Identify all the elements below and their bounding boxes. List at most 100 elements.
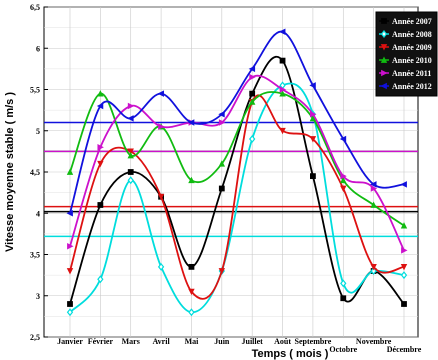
data-point-marker [249,90,256,97]
x-tick-label: Octobre [329,345,357,354]
data-point-marker [309,136,317,143]
legend-label: Année 2009 [392,43,432,52]
data-point-marker [400,181,407,188]
data-point-marker [188,263,195,270]
legend-label: Année 2012 [392,82,432,91]
data-point-marker [380,56,388,63]
data-point-marker [339,135,347,143]
x-tick-label: Mars [122,337,140,346]
data-point-marker [97,144,104,151]
data-point-marker [97,90,104,97]
data-point-marker [248,98,256,105]
data-point-marker [66,168,74,175]
data-point-marker [380,82,387,90]
data-point-marker [370,185,378,192]
data-point-marker [400,271,408,280]
y-tick-label: 3 [36,292,40,301]
y-tick-label: 6 [36,44,40,53]
x-tick-label: Août [274,337,291,346]
data-point-marker [127,102,135,110]
data-point-marker [380,44,388,51]
x-tick-label: Avril [152,337,170,346]
data-point-marker [218,185,225,192]
data-point-marker [279,28,286,35]
data-point-marker [279,90,286,97]
data-point-marker [309,82,316,89]
legend-label: Année 2010 [392,56,432,65]
data-point-marker [67,243,74,250]
legend-label: Année 2008 [392,30,432,39]
data-point-marker [67,301,73,307]
data-point-marker [340,295,347,302]
data-point-marker [218,160,226,167]
data-point-marker [400,263,408,271]
data-point-marker [370,263,377,271]
data-point-marker [248,65,256,73]
data-point-marker [340,172,347,180]
y-tick-label: 4,5 [30,168,40,177]
data-point-marker [157,90,164,97]
data-point-marker [279,86,287,93]
data-point-marker [97,202,104,208]
x-tick-label: Décembre [387,345,422,354]
y-axis-label: Vitesse moyenne stable ( m/s ) [4,92,16,252]
series-lines [66,28,408,317]
data-point-marker [127,115,134,122]
data-point-marker [66,308,74,317]
grid-lines [44,6,418,338]
data-point-marker [127,148,134,155]
data-point-marker [309,114,317,122]
data-point-marker [381,18,387,24]
legend-box [375,11,438,97]
data-point-marker [340,185,347,193]
y-tick-label: 2,5 [30,333,40,342]
y-tick-label: 3,5 [30,251,40,260]
data-point-marker [249,73,256,81]
data-point-marker [310,173,316,180]
x-tick-label: Novembre [356,337,392,346]
y-tick-label: 4 [36,209,40,218]
mean-lines [44,121,418,238]
x-tick-label: Juin [214,337,230,346]
data-point-marker [380,30,388,38]
y-tick-label: 5,5 [30,86,40,95]
x-tick-label: Septembre [295,337,332,346]
data-point-marker [188,308,195,317]
data-point-marker [157,262,165,271]
series-line [69,74,405,251]
data-point-marker [400,222,408,229]
data-point-marker [370,181,377,188]
data-point-marker [218,119,226,126]
data-point-marker [97,160,104,168]
data-point-marker [381,69,388,77]
y-tick-labels: 2,5 3 3,5 4 4,5 5 5,5 6 6,5 [30,3,40,342]
legend-label: Année 2007 [392,17,432,26]
data-point-marker [187,119,195,126]
data-point-marker [249,135,256,143]
data-point-marker [401,301,407,307]
data-point-marker [127,169,134,175]
data-point-marker [66,268,74,275]
data-point-marker [310,111,317,118]
x-tick-label: Janvier [57,337,83,346]
data-point-marker [279,127,286,135]
legend-label: Année 2011 [392,69,431,78]
y-tick-label: 6,5 [30,3,40,12]
data-point-marker [157,193,165,201]
data-point-marker [218,268,226,275]
y-tick-label: 5 [36,127,40,136]
data-point-marker [340,279,347,288]
data-point-marker [127,176,134,185]
data-point-marker [370,201,377,208]
data-point-marker [401,247,408,254]
x-tick-label: Juillet [242,337,264,346]
data-point-marker [279,57,286,64]
data-point-marker [340,176,347,184]
data-point-marker [97,275,104,284]
data-point-marker [96,102,104,110]
data-point-marker [158,123,165,130]
data-point-marker [127,151,134,159]
x-axis-label: Temps ( mois ) [252,348,329,360]
x-tick-label: Février [88,337,114,346]
data-point-marker [66,210,73,217]
